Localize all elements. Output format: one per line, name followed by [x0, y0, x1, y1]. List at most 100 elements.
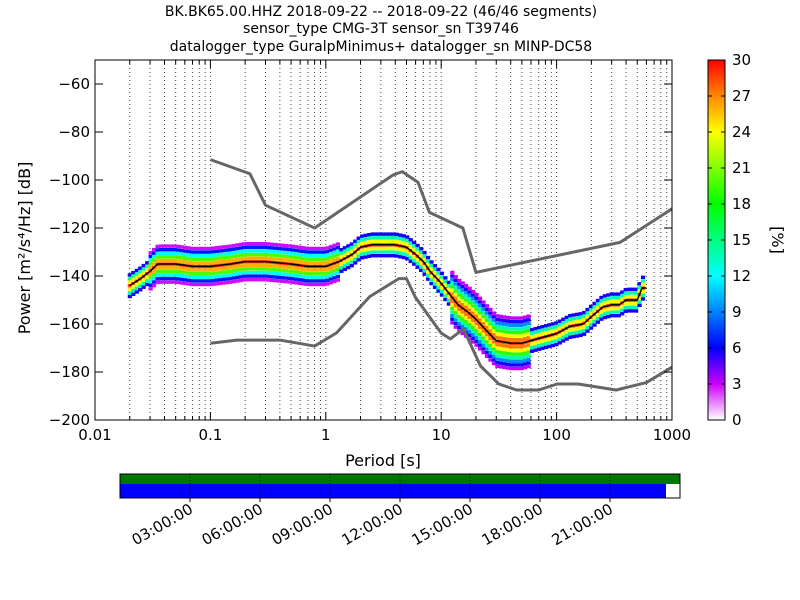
heatmap-cell [526, 321, 531, 326]
heatmap-cell [512, 345, 517, 349]
heatmap-cell [197, 272, 202, 276]
heatmap-cell [457, 296, 462, 301]
heatmap-cell [633, 302, 639, 306]
heatmap-cell [373, 246, 379, 251]
heatmap-cell [242, 278, 247, 282]
heatmap-cell [526, 318, 531, 322]
x-tick-label: 0.01 [78, 426, 111, 444]
heatmap-cell [439, 289, 445, 294]
heatmap-cell [523, 344, 528, 348]
heatmap-cell [561, 321, 566, 325]
heatmap-cell [162, 244, 167, 248]
heatmap-cell [536, 333, 542, 337]
heatmap-cell [332, 272, 337, 276]
heatmap-cell [249, 263, 254, 267]
heatmap-cell [408, 259, 413, 264]
heatmap-cell [581, 310, 587, 315]
heatmap-cell [543, 327, 549, 332]
heatmap-cell [214, 253, 219, 257]
heatmap-cell [242, 274, 247, 278]
heatmap-cell [346, 265, 351, 270]
heatmap-cell [519, 334, 524, 338]
heatmap-cell [131, 292, 136, 296]
heatmap-cell [297, 249, 302, 253]
heatmap-cell [491, 361, 497, 366]
heatmap-cell [262, 267, 268, 271]
heatmap-cell [256, 245, 261, 249]
heatmap-cell [304, 253, 309, 258]
heatmap-cell [318, 246, 323, 251]
heatmap-cell [467, 337, 472, 341]
heatmap-cell [297, 281, 302, 286]
heatmap-cell [640, 293, 646, 297]
heatmap-cell [238, 275, 243, 279]
heatmap-cell [578, 315, 583, 320]
heatmap-cell [210, 260, 216, 265]
heatmap-cell [176, 273, 181, 277]
heatmap-cell [540, 332, 545, 336]
heatmap-cell [536, 347, 542, 351]
heatmap-cell [516, 348, 521, 353]
heatmap-cell [460, 292, 465, 296]
heatmap-cell [287, 258, 292, 263]
heatmap-cell [127, 276, 132, 281]
y-tick-label: −60 [58, 75, 90, 93]
heatmap-cell [210, 253, 216, 258]
timeline-tick-label: 03:00:00 [129, 500, 196, 549]
heatmap-cell [193, 275, 198, 279]
heatmap-cell [498, 321, 503, 326]
heatmap-cell [613, 310, 618, 314]
heatmap-cell [134, 272, 139, 276]
heatmap-cell [561, 324, 566, 329]
heatmap-cell [474, 307, 479, 311]
heatmap-cell [474, 292, 479, 297]
heatmap-cell [165, 273, 171, 277]
heatmap-cell [620, 312, 625, 316]
heatmap-cell [540, 346, 545, 351]
heatmap-cell [623, 287, 628, 292]
heatmap-cell [606, 307, 611, 312]
heatmap-cell [495, 350, 500, 354]
heatmap-cell [245, 252, 250, 257]
heatmap-cell [131, 270, 136, 275]
heatmap-cell [214, 282, 219, 286]
heatmap-cell [155, 273, 160, 277]
heatmap-cell [370, 232, 375, 236]
heatmap-cell [575, 334, 580, 338]
heatmap-cell [165, 244, 171, 248]
heatmap-cell [308, 268, 313, 272]
heatmap-cell [384, 236, 389, 240]
heatmap-cell [474, 296, 479, 300]
heatmap-cell [141, 281, 146, 286]
heatmap-cell [540, 343, 545, 347]
heatmap-cell [377, 236, 382, 240]
heatmap-cell [138, 273, 143, 278]
heatmap-cell [519, 327, 524, 331]
heatmap-cell [471, 325, 476, 330]
heatmap-cell [457, 318, 462, 322]
heatmap-cell [488, 340, 493, 344]
heatmap-cell [613, 296, 618, 300]
heatmap-cell [523, 326, 528, 330]
heatmap-cell [183, 252, 188, 257]
heatmap-cell [488, 311, 493, 315]
heatmap-cell [578, 326, 583, 330]
heatmap-cell [394, 236, 399, 240]
heatmap-cell [401, 255, 406, 260]
heatmap-cell [588, 304, 594, 309]
heatmap-cell [259, 252, 264, 257]
colorbar-tick-label: 21 [732, 159, 751, 177]
heatmap-cell [575, 316, 580, 320]
heatmap-cell [568, 321, 573, 325]
heatmap-cell [131, 274, 136, 278]
heatmap-cell [176, 244, 181, 249]
heatmap-cell [321, 282, 327, 287]
heatmap-cell [467, 301, 472, 305]
heatmap-cell [637, 285, 642, 290]
heatmap-cell [484, 336, 490, 340]
heatmap-cell [252, 252, 257, 257]
heatmap-cell [443, 283, 448, 287]
heatmap-cell [172, 273, 178, 277]
heatmap-cell [481, 343, 486, 348]
